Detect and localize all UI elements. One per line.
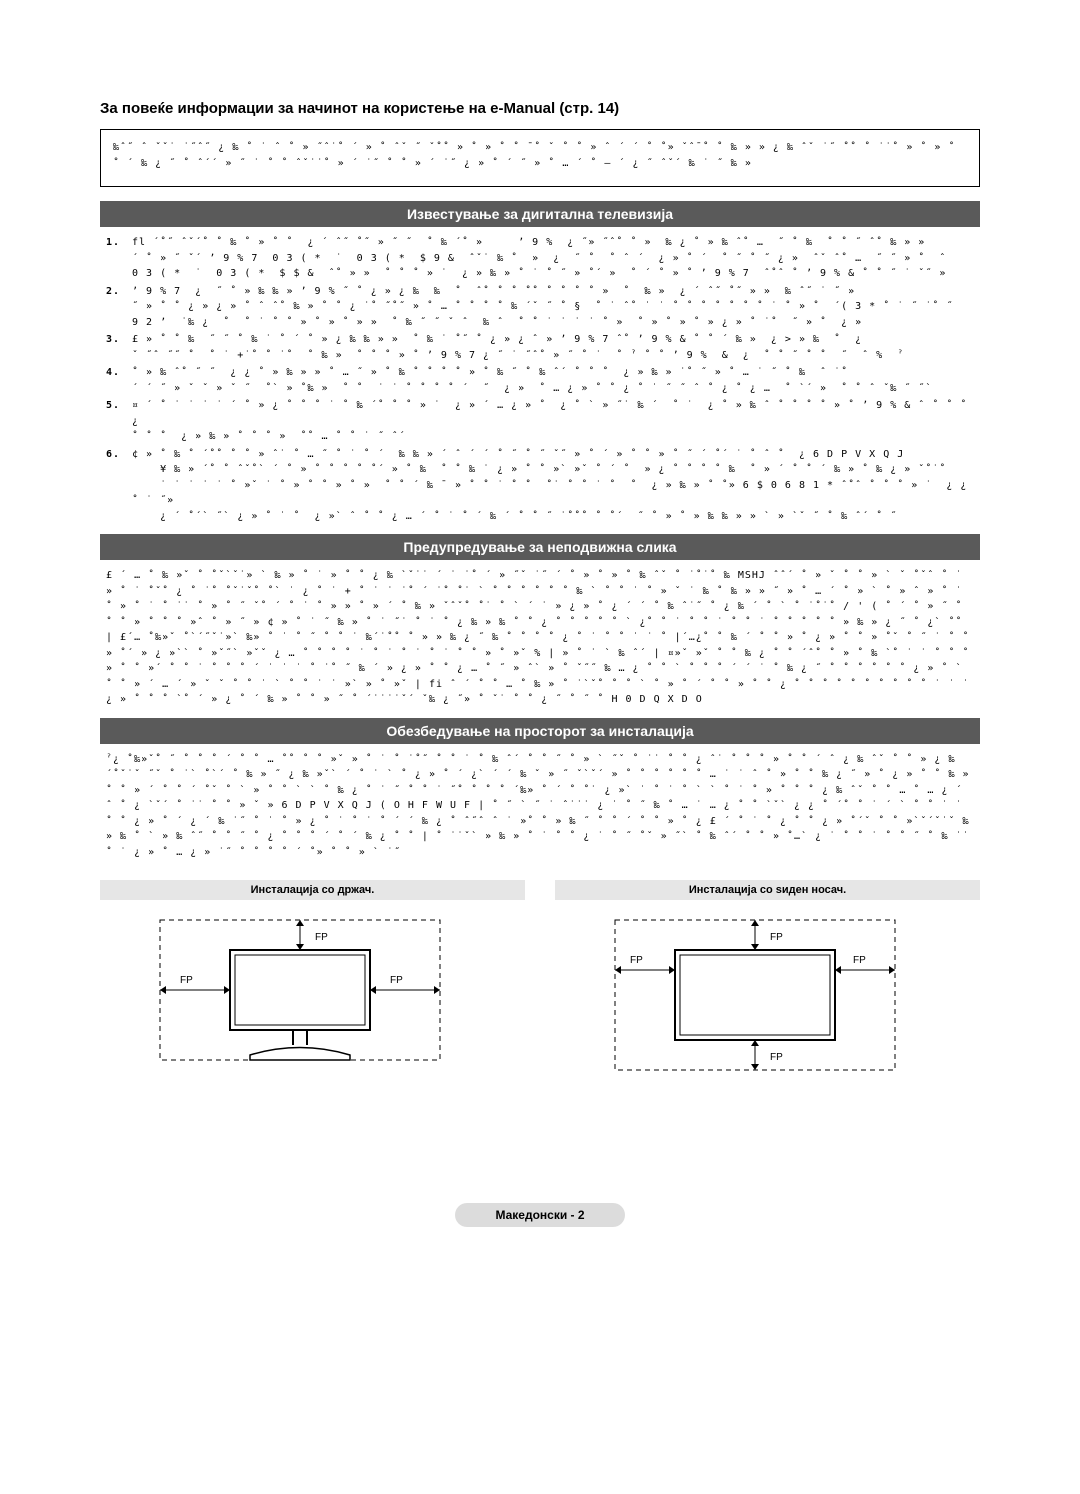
list-num: 2. xyxy=(106,284,122,331)
diagram-stand-column: Инсталација со држач. FP FP FP xyxy=(100,880,525,1083)
diagram-wall-svg: FP FP FP FP xyxy=(555,910,955,1080)
diagram-wall-column: Инсталација со ѕиден носач. FP FP FP FP xyxy=(555,880,980,1083)
list-num: 6. xyxy=(106,447,122,525)
list-text: ¢ » ˚ ‰ ˚ ´˚˚ ˚ ˚ » ˆ˙ ˚ … ˝ ˚ ˙ ˚ ´ ‰ ‰… xyxy=(132,447,974,525)
diagram-label-right: FP xyxy=(390,975,403,986)
page-title: За повеќе информации за начинот на корис… xyxy=(100,100,980,117)
installation-body: ˀ¿ ˚‰»ˇ˚ ˝ ˚ ˚ ˚ ´ ˚ ˚ … ˚˚ ˚ ˚ »ˇ » ˚ ˙… xyxy=(100,752,980,871)
diagram-label-bottom: FP xyxy=(770,1052,783,1063)
page-footer: Македонски - 2 xyxy=(455,1203,625,1227)
list-text: ¤ ´ ˚ ˙ ˙ ˙ ˙ ´ ˚ » ¿ ˚ ˚ ˚ ˙ ˚ ‰ ´˚ ˚ ˚… xyxy=(132,398,974,445)
diagram-stand-caption: Инсталација со држач. xyxy=(100,880,525,900)
list-num: 4. xyxy=(106,365,122,396)
still-image-body: £ ´ … ˚ ‰ »ˇ ˚ ˚ˇ`ˇ˙» ` ‰ » ˚ ˙ » ˚ ˚ ¿ … xyxy=(100,568,980,718)
diagram-wall-caption: Инсталација со ѕиден носач. xyxy=(555,880,980,900)
diagram-label-left: FP xyxy=(630,955,643,966)
list-text: ʼ 9 % 7 ¿ ˝ ˚ » ‰ ‰ » ʼ 9 % ˝ ˚ ¿ » ¿ ‰ … xyxy=(132,284,974,331)
diagram-label-top: FP xyxy=(315,932,328,943)
list-text: fl ´˚˝ ˆˇ´˚ ˚ ‰ ˚ » ˚ ˚ ¿ ´ ˆ˝ ˚˝ » ˝ ˝ … xyxy=(132,235,974,282)
diagram-label-top: FP xyxy=(770,932,783,943)
diagram-label-left: FP xyxy=(180,975,193,986)
list-num: 3. xyxy=(106,332,122,363)
section-header-installation: Обезбедување на просторот за инсталација xyxy=(100,718,980,744)
section-header-still-image: Предупредување за неподвижна слика xyxy=(100,534,980,560)
list-num: 5. xyxy=(106,398,122,445)
list-num: 1. xyxy=(106,235,122,282)
list-text: ˚ » ‰ ˆ˚ ˝ ˝ ¿ ¿ ˚ » ‰ » » ˚ … ˝ » ˚ ‰ ˚… xyxy=(132,365,974,396)
list-text: £ » ˚ ˚ ‰ ˝ ˝ ˚ ‰ ˙ ˚ ´ ˚ » ¿ ‰ ‰ » » ˚ … xyxy=(132,332,974,363)
section-header-digital-tv: Известување за дигитална телевизија xyxy=(100,201,980,227)
info-box: ‰ˆ˝ ˆ ˇˇ˙ ˙˝ˆ˝ ¿ ‰ ˚ ˙ ˆ ˚ » ˝ˆ˙˚ ´ » ˚ … xyxy=(100,129,980,187)
diagram-stand-svg: FP FP FP xyxy=(100,910,500,1080)
digital-tv-list: 1.fl ´˚˝ ˆˇ´˚ ˚ ‰ ˚ » ˚ ˚ ¿ ´ ˆ˝ ˚˝ » ˝ … xyxy=(100,235,980,534)
diagram-label-right: FP xyxy=(853,955,866,966)
